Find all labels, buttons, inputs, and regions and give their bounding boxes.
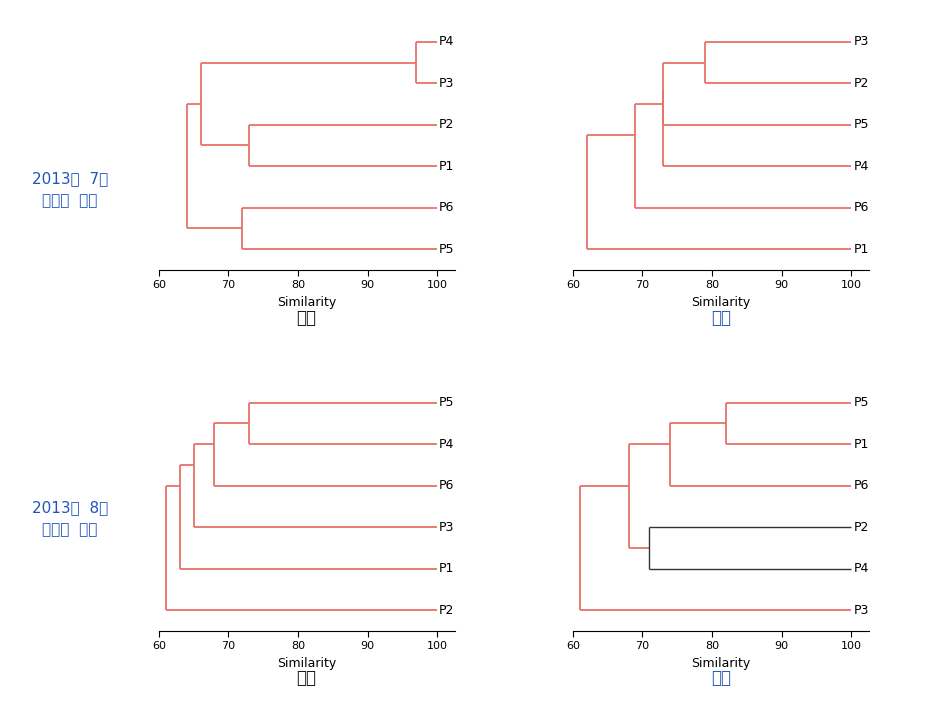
X-axis label: Similarity: Similarity — [277, 657, 336, 670]
Text: P6: P6 — [439, 479, 455, 492]
Text: P5: P5 — [854, 118, 869, 131]
X-axis label: Similarity: Similarity — [277, 296, 336, 309]
Text: P3: P3 — [439, 77, 455, 90]
Text: P6: P6 — [854, 201, 869, 215]
Text: 저층: 저층 — [711, 308, 730, 327]
Text: P5: P5 — [439, 243, 455, 256]
Text: 2013년  7월
울돌목  지점: 2013년 7월 울돌목 지점 — [32, 170, 108, 208]
Text: P6: P6 — [439, 201, 455, 215]
Text: P1: P1 — [854, 437, 869, 451]
X-axis label: Similarity: Similarity — [691, 657, 750, 670]
X-axis label: Similarity: Similarity — [691, 296, 750, 309]
Text: P1: P1 — [439, 160, 455, 172]
Text: P2: P2 — [439, 118, 455, 131]
Text: P2: P2 — [854, 521, 869, 533]
Text: P5: P5 — [854, 396, 869, 409]
Text: 2013년  8월
서망항  지점: 2013년 8월 서망항 지점 — [32, 500, 108, 538]
Text: 저층: 저층 — [711, 669, 730, 688]
Text: P6: P6 — [854, 479, 869, 492]
Text: P2: P2 — [439, 604, 455, 617]
Text: 표층: 표층 — [297, 669, 317, 688]
Text: P1: P1 — [854, 243, 869, 256]
Text: P3: P3 — [439, 521, 455, 533]
Text: P5: P5 — [439, 396, 455, 409]
Text: P4: P4 — [854, 160, 869, 172]
Text: P3: P3 — [854, 35, 869, 48]
Text: P3: P3 — [854, 604, 869, 617]
Text: P1: P1 — [439, 562, 455, 575]
Text: P4: P4 — [439, 437, 455, 451]
Text: P4: P4 — [439, 35, 455, 48]
Text: 표층: 표층 — [297, 308, 317, 327]
Text: P4: P4 — [854, 562, 869, 575]
Text: P2: P2 — [854, 77, 869, 90]
